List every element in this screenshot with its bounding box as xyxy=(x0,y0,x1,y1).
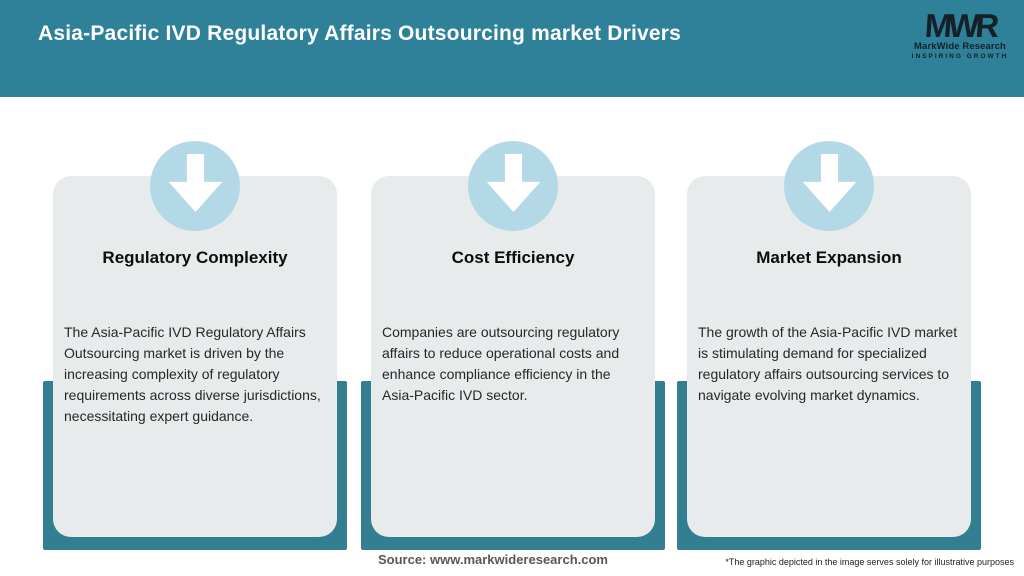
disclaimer-note: *The graphic depicted in the image serve… xyxy=(725,557,1014,567)
logo-monogram: MWR xyxy=(923,7,997,44)
card-title: Market Expansion xyxy=(756,248,902,267)
arrow-down-icon xyxy=(784,141,874,231)
arrow-down-icon xyxy=(468,141,558,231)
card-description: The Asia-Pacific IVD Regulatory Affairs … xyxy=(64,324,321,424)
header-banner: Asia-Pacific IVD Regulatory Affairs Outs… xyxy=(0,0,1024,97)
logo-name: MarkWide Research xyxy=(914,41,1006,52)
driver-card-regulatory-complexity: Regulatory Complexity The Asia-Pacific I… xyxy=(43,141,347,551)
markwide-research-logo: MWR MarkWide Research INSPIRING GROWTH xyxy=(910,7,1010,60)
driver-card-market-expansion: Market Expansion The growth of the Asia-… xyxy=(677,141,981,551)
arrow-down-icon xyxy=(150,141,240,231)
source-attribution: Source: www.markwideresearch.com xyxy=(377,552,608,567)
driver-card-cost-efficiency: Cost Efficiency Companies are outsourcin… xyxy=(361,141,665,551)
card-panel: Cost Efficiency Companies are outsourcin… xyxy=(371,176,655,537)
card-panel: Market Expansion The growth of the Asia-… xyxy=(687,176,971,537)
card-title: Regulatory Complexity xyxy=(102,248,288,267)
card-title: Cost Efficiency xyxy=(451,248,575,267)
logo-tagline: INSPIRING GROWTH xyxy=(911,52,1009,60)
card-description: Companies are outsourcing regulatory aff… xyxy=(382,324,620,403)
card-description: The growth of the Asia-Pacific IVD marke… xyxy=(698,324,958,403)
card-panel: Regulatory Complexity The Asia-Pacific I… xyxy=(53,176,337,537)
page-title: Asia-Pacific IVD Regulatory Affairs Outs… xyxy=(38,22,681,45)
